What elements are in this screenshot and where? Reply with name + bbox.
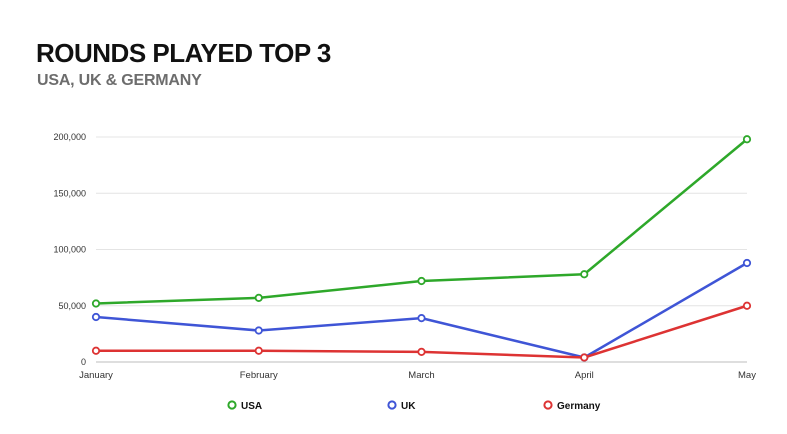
legend-marker-uk <box>387 400 397 410</box>
data-point-uk <box>254 326 263 335</box>
data-point-usa <box>91 299 101 308</box>
data-point-germany <box>417 347 426 356</box>
y-tick-label: 100,000 <box>53 245 86 255</box>
legend-marker-usa <box>227 400 237 410</box>
legend-item-usa: USA <box>227 400 262 412</box>
data-point-germany <box>580 353 589 362</box>
x-tick-label: January <box>79 370 113 381</box>
gridlines <box>96 136 747 363</box>
y-axis-ticks: 0 50,000 100,000 150,000 200,000 <box>53 132 86 367</box>
legend-marker-germany <box>543 400 553 410</box>
x-tick-label: March <box>408 370 434 381</box>
series-usa <box>91 135 752 308</box>
data-point-usa <box>580 270 589 279</box>
data-point-uk <box>417 314 426 323</box>
data-point-uk <box>742 258 752 268</box>
chart-title: ROUNDS PLAYED TOP 3 <box>36 38 331 68</box>
legend-label-usa: USA <box>241 401 262 412</box>
y-tick-label: 150,000 <box>53 188 86 198</box>
y-tick-label: 200,000 <box>53 132 86 142</box>
legend-item-uk: UK <box>387 400 416 412</box>
legend-item-germany: Germany <box>543 400 601 412</box>
chart-subtitle: USA, UK & GERMANY <box>37 72 202 89</box>
data-point-germany <box>91 346 101 355</box>
data-point-usa <box>417 276 426 286</box>
x-tick-label: May <box>738 370 756 381</box>
data-point-germany <box>254 346 263 355</box>
series-lines <box>91 135 752 362</box>
x-axis-ticks: January February March April May <box>79 370 756 381</box>
legend: USA UK Germany <box>227 400 601 412</box>
series-uk <box>91 258 752 362</box>
y-tick-label: 50,000 <box>58 301 86 311</box>
legend-label-germany: Germany <box>557 401 601 412</box>
data-point-uk <box>91 312 101 322</box>
data-point-usa <box>254 293 263 302</box>
y-tick-label: 0 <box>81 357 86 367</box>
series-germany <box>91 301 752 362</box>
x-tick-label: April <box>575 370 594 381</box>
data-point-germany <box>742 301 752 310</box>
x-tick-label: February <box>240 370 278 381</box>
legend-label-uk: UK <box>401 401 416 412</box>
data-point-usa <box>742 135 752 144</box>
